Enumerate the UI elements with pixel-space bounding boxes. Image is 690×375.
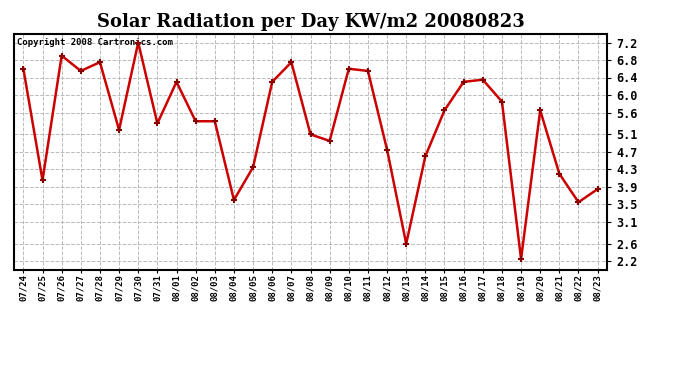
Text: Copyright 2008 Cartronics.com: Copyright 2008 Cartronics.com bbox=[17, 39, 172, 48]
Title: Solar Radiation per Day KW/m2 20080823: Solar Radiation per Day KW/m2 20080823 bbox=[97, 13, 524, 31]
